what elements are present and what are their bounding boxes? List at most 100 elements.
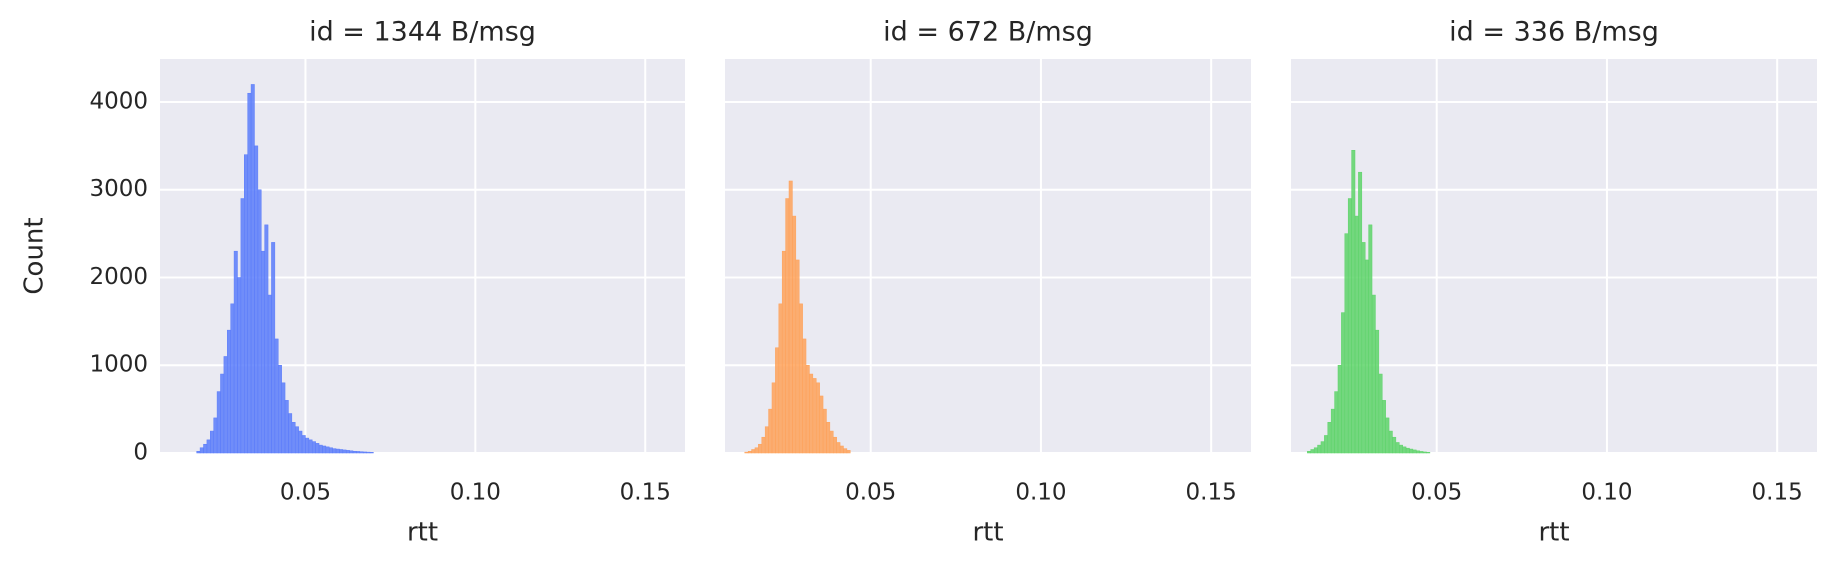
histogram-bar (281, 382, 286, 454)
x-tick-label: 0.15 (620, 480, 671, 506)
histogram-bar (829, 430, 834, 454)
histogram-bar (839, 445, 844, 454)
histogram-bar (1317, 444, 1322, 454)
histogram-bar (1402, 446, 1407, 454)
histogram-bar (1307, 450, 1311, 454)
histogram-bar (1354, 215, 1359, 454)
histogram-bar (1361, 242, 1366, 454)
x-tick-label: 0.05 (1411, 480, 1462, 506)
histogram-bar (1371, 294, 1376, 454)
histogram-bar (843, 448, 848, 454)
histogram-bar (1409, 448, 1414, 454)
y-axis-label: Count (20, 217, 50, 294)
histogram-bar (362, 451, 367, 454)
histogram-bar (1426, 452, 1431, 454)
histogram-bar (1364, 259, 1369, 454)
histogram-bar (805, 364, 810, 454)
histogram-bar (203, 443, 208, 454)
histogram-bar (356, 451, 361, 454)
histogram-bar (761, 436, 766, 454)
histogram-bar (1381, 400, 1386, 454)
histogram-bar (1375, 329, 1380, 454)
histogram-bar (298, 430, 303, 454)
histogram-bar (815, 382, 820, 454)
histogram-bar (846, 450, 851, 454)
histogram-bar (240, 198, 245, 454)
histogram-bar (247, 92, 252, 454)
histogram-bar (819, 395, 824, 454)
histogram-bar (778, 303, 783, 454)
x-tick-label: 0.05 (280, 480, 331, 506)
histogram-bar (764, 426, 769, 454)
histogram-bar (328, 447, 333, 454)
y-tick-label: 1000 (89, 352, 148, 378)
y-tick-label: 2000 (89, 264, 148, 290)
histogram-bar (244, 154, 248, 454)
histogram-bar (233, 250, 238, 454)
histogram-bar (1368, 224, 1373, 454)
histogram-bar (836, 442, 841, 454)
histogram-bar (213, 417, 218, 454)
histogram-bar (325, 446, 330, 454)
x-axis-label: rtt (972, 518, 1003, 548)
x-tick-label: 0.15 (1186, 480, 1237, 506)
histogram-bar (1341, 312, 1346, 454)
histogram-bar (315, 443, 320, 454)
histogram-bar (1378, 373, 1383, 454)
histogram-bar (1405, 447, 1410, 454)
histogram-bar (318, 444, 323, 454)
histogram-bar (257, 189, 262, 454)
histogram-bar (261, 250, 265, 454)
histogram-bar (768, 408, 773, 454)
y-tick-label: 0 (133, 440, 148, 466)
histogram-bar (369, 452, 374, 454)
histogram-bar (798, 303, 803, 454)
histogram-bar (1337, 364, 1342, 454)
histogram-bar (196, 450, 201, 454)
histogram-bar (1310, 449, 1315, 454)
x-tick-label: 0.10 (450, 480, 501, 506)
histogram-bar (802, 338, 807, 454)
histogram-bar (1388, 430, 1393, 454)
histogram-bar (220, 373, 225, 454)
histogram-bar (206, 439, 211, 454)
histogram-bar (792, 215, 797, 454)
histogram-bar (267, 294, 272, 454)
histogram-bar (754, 447, 759, 454)
histogram-bar (1392, 436, 1397, 454)
histogram-bar (1358, 171, 1363, 454)
histogram-bar (795, 259, 800, 454)
x-axis-label: rtt (407, 518, 438, 548)
histogram-bar (1324, 435, 1329, 454)
histogram-bar (308, 439, 313, 454)
histogram-bar (812, 378, 817, 454)
histogram-bar (771, 382, 776, 454)
x-tick-label: 0.15 (1752, 480, 1803, 506)
histogram-bar (322, 445, 327, 454)
histogram-bar (230, 303, 235, 454)
histogram-bar (264, 224, 269, 454)
histogram-bar (359, 451, 364, 454)
histogram-bar (809, 373, 814, 454)
histogram-bar (342, 449, 347, 454)
histogram-bar (294, 426, 299, 454)
histogram-bar (274, 338, 279, 454)
x-tick-label: 0.10 (1015, 480, 1066, 506)
panel-title: id = 672 B/msg (883, 17, 1093, 48)
histogram-bar (210, 430, 214, 454)
histogram-bar (335, 448, 340, 454)
histogram-bar (291, 422, 296, 454)
histogram-bar (1416, 450, 1420, 454)
histogram-bar (747, 450, 752, 454)
histogram-bar (311, 441, 316, 454)
histogram-bar (751, 449, 756, 454)
histogram-bar (227, 329, 231, 454)
histogram-bar (223, 356, 228, 454)
histogram-bar (1419, 451, 1424, 454)
histogram-bar (254, 145, 259, 454)
histogram-bar (744, 451, 749, 454)
histogram-bar (1395, 442, 1400, 454)
histogram-bar (345, 450, 350, 454)
histogram-bar (788, 180, 793, 454)
